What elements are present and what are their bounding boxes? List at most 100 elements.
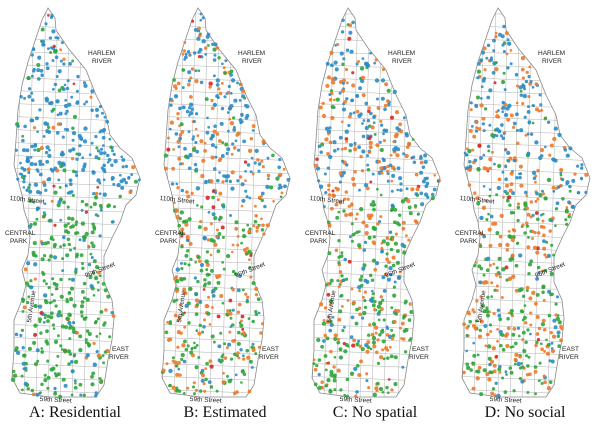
activity-dot (73, 379, 77, 383)
activity-dot (43, 373, 47, 377)
activity-dot (228, 309, 232, 312)
central-park-label: PARK (310, 238, 328, 245)
activity-dot (354, 394, 358, 398)
activity-dot (518, 85, 523, 90)
activity-dot (529, 311, 533, 315)
activity-dot (358, 344, 363, 349)
activity-dot (372, 207, 376, 212)
activity-dot (523, 304, 527, 307)
activity-dot (199, 80, 204, 85)
activity-dot (44, 299, 49, 305)
activity-dot (45, 129, 50, 134)
activity-dot (472, 353, 477, 358)
activity-dot (550, 341, 554, 345)
activity-dot (45, 282, 48, 286)
activity-dot (47, 219, 51, 223)
activity-dot (36, 359, 40, 363)
activity-dot (511, 191, 516, 196)
activity-dot (278, 157, 282, 162)
activity-dot (497, 367, 502, 372)
activity-dot (178, 373, 182, 377)
activity-dot (344, 67, 349, 72)
activity-dot (53, 223, 57, 227)
activity-dot (342, 209, 346, 213)
activity-dot (210, 143, 215, 148)
activity-dot (241, 89, 246, 94)
activity-dot (230, 323, 235, 327)
activity-dot (256, 297, 261, 302)
activity-dot (509, 62, 513, 66)
activity-dot (84, 202, 89, 207)
activity-dot (166, 320, 170, 324)
activity-dot (201, 158, 206, 163)
activity-dot (568, 213, 572, 216)
activity-dot (265, 223, 270, 228)
activity-dot (476, 76, 480, 80)
activity-dot (333, 98, 336, 102)
activity-dot (46, 240, 50, 245)
harlem-river-label: RIVER (392, 58, 412, 65)
activity-dot (16, 124, 20, 128)
activity-dot (189, 111, 194, 116)
activity-dot (351, 83, 356, 88)
activity-dot (312, 358, 316, 362)
activity-dot (98, 376, 102, 381)
activity-dot (369, 203, 373, 207)
activity-dot (409, 309, 414, 315)
activity-dot (368, 140, 373, 145)
activity-dot (529, 132, 534, 136)
activity-dot (535, 332, 540, 336)
activity-dot (536, 197, 540, 201)
activity-dot (375, 350, 379, 355)
activity-dot (68, 277, 71, 281)
activity-dot (419, 191, 424, 196)
activity-dot (182, 49, 186, 53)
activity-dot (340, 120, 344, 124)
activity-dot (475, 196, 480, 201)
activity-dot (103, 350, 108, 354)
activity-dot (547, 313, 552, 318)
activity-dot (36, 130, 39, 134)
activity-dot (496, 308, 501, 313)
activity-dot (373, 61, 377, 65)
activity-dot (211, 239, 216, 244)
activity-dot (26, 300, 30, 305)
activity-dot (358, 277, 363, 282)
activity-dot (174, 208, 179, 213)
activity-dot (221, 62, 224, 66)
activity-dot (201, 373, 205, 378)
activity-dot (376, 106, 381, 110)
activity-dot (217, 274, 222, 278)
activity-dot (60, 348, 64, 351)
activity-dot (55, 74, 59, 79)
activity-dot (53, 190, 58, 195)
activity-dot (400, 321, 405, 326)
activity-dot (368, 145, 373, 150)
activity-dot (424, 184, 429, 189)
activity-dot (240, 381, 243, 384)
activity-dot (29, 222, 33, 227)
activity-dot (241, 327, 245, 331)
activity-dot (272, 199, 275, 203)
activity-dot (483, 107, 488, 111)
activity-dot (175, 364, 179, 368)
central-park-label: CENTRAL (155, 230, 186, 237)
activity-dot (94, 134, 98, 139)
activity-dot (204, 97, 209, 102)
activity-dot (94, 107, 100, 112)
activity-dot (532, 176, 537, 180)
activity-dot (488, 88, 493, 93)
activity-dot (494, 31, 498, 35)
activity-dot (209, 364, 214, 369)
activity-dot (382, 128, 387, 133)
activity-dot (501, 347, 506, 352)
activity-dot (533, 301, 538, 306)
activity-dot (535, 217, 540, 222)
activity-dot (194, 127, 198, 131)
activity-dot (54, 282, 59, 288)
activity-dot (236, 341, 241, 346)
activity-dot (393, 382, 398, 387)
activity-dot (60, 85, 65, 90)
activity-dot (370, 278, 375, 282)
activity-dot (392, 293, 397, 298)
